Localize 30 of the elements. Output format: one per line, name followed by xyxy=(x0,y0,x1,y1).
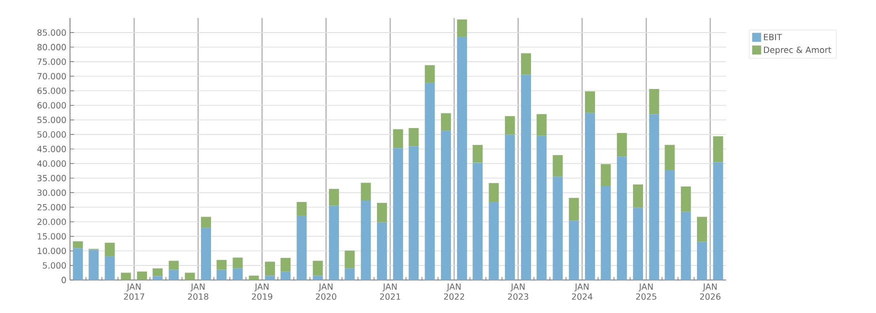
x-tick-label: JAN 2017 xyxy=(124,284,144,300)
x-tick-label: JAN 2026 xyxy=(700,284,720,300)
legend-label: Deprec & Amort xyxy=(764,46,832,55)
y-tick-label: 20.000 xyxy=(37,218,66,225)
y-tick-label: 80.000 xyxy=(37,44,66,50)
y-tick-label: 30.000 xyxy=(37,189,66,196)
x-tick-label: JAN 2020 xyxy=(316,284,336,300)
x-tick-label: JAN 2021 xyxy=(380,284,400,300)
y-tick-label: 25.000 xyxy=(37,204,66,210)
x-tick-label: JAN 2019 xyxy=(252,284,272,300)
y-tick-label: 5.000 xyxy=(42,262,66,269)
x-tick-label: JAN 2022 xyxy=(444,284,464,300)
y-tick-label: 50.000 xyxy=(38,131,66,138)
y-tick-label: 70.000 xyxy=(38,73,66,80)
legend-label: EBIT xyxy=(764,34,782,40)
y-tick-label: 85.000 xyxy=(37,29,66,36)
y-tick-label: 10.000 xyxy=(38,248,66,254)
y-tick-label: 75.000 xyxy=(38,58,66,65)
y-tick-label: 65.000 xyxy=(37,88,66,94)
x-tick-label: JAN 2018 xyxy=(188,284,208,300)
y-tick-label: 0 xyxy=(62,276,66,284)
y-tick-label: 15.000 xyxy=(38,233,66,240)
y-tick-label: 35.000 xyxy=(37,174,66,182)
y-tick-label: 60.000 xyxy=(37,102,66,109)
x-tick-label: JAN 2024 xyxy=(572,284,592,300)
x-tick-label: JAN 2025 xyxy=(636,284,656,300)
y-tick-label: 45.000 xyxy=(37,146,66,152)
y-tick-label: 40.000 xyxy=(37,160,66,167)
x-tick-label: JAN 2023 xyxy=(508,284,528,300)
y-tick-label: 55.000 xyxy=(38,116,66,124)
